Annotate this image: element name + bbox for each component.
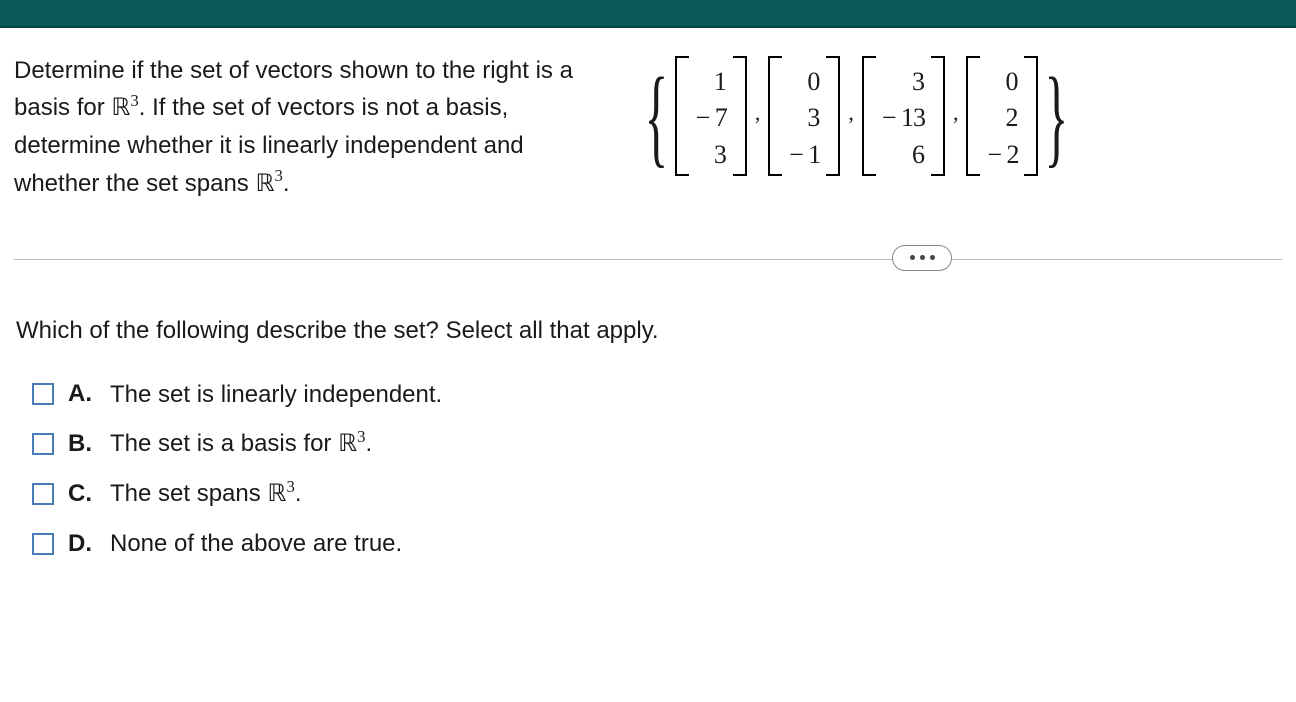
vec-entry: − 7 — [695, 100, 727, 136]
vec-entry: 3 — [788, 100, 820, 136]
option-label: D. — [68, 530, 96, 558]
option-b: B. The set is a basis for ℝ3. — [32, 428, 1282, 460]
vec-entry: 1 — [695, 64, 727, 100]
option-label: A. — [68, 380, 96, 408]
vec-entry: 0 — [788, 64, 820, 100]
vec-entry: 3 — [882, 64, 925, 100]
vector-3: 3 − 13 6 — [862, 56, 945, 176]
ellipsis-icon — [930, 255, 935, 260]
more-button[interactable] — [892, 245, 952, 271]
top-bar — [0, 0, 1296, 28]
prompt-line-4b: . — [283, 170, 290, 197]
prompt-line-1: Determine if the set of vectors shown to… — [14, 57, 573, 84]
prompt-line-2b: . If the set of vectors is not a basis, — [139, 94, 509, 121]
prompt-line-4a: whether the set spans — [14, 170, 255, 197]
vec-entry: 2 — [986, 100, 1018, 136]
checkbox-b[interactable] — [32, 433, 54, 455]
comma: , — [753, 100, 763, 132]
comma: , — [846, 100, 856, 132]
r3-symbol: ℝ3 — [255, 171, 282, 197]
left-brace: { — [645, 72, 669, 160]
option-a: A. The set is linearly independent. — [32, 379, 1282, 410]
option-label: C. — [68, 480, 96, 508]
problem-row: Determine if the set of vectors shown to… — [14, 52, 1282, 203]
option-label: B. — [68, 430, 96, 458]
prompt-line-3: determine whether it is linearly indepen… — [14, 132, 524, 159]
content-area: Determine if the set of vectors shown to… — [0, 28, 1296, 560]
option-c: C. The set spans ℝ3. — [32, 478, 1282, 510]
vector-1: 1 − 7 3 — [675, 56, 747, 176]
ellipsis-icon — [920, 255, 925, 260]
comma: , — [951, 100, 961, 132]
prompt-line-2a: basis for — [14, 94, 111, 121]
option-text: The set is linearly independent. — [110, 379, 442, 410]
right-brace: } — [1045, 72, 1069, 160]
checkbox-d[interactable] — [32, 533, 54, 555]
option-d: D. None of the above are true. — [32, 528, 1282, 559]
checkbox-a[interactable] — [32, 383, 54, 405]
question-text: Which of the following describe the set?… — [14, 317, 1282, 345]
ellipsis-icon — [910, 255, 915, 260]
vec-entry: 3 — [695, 137, 727, 173]
vec-entry: − 13 — [882, 100, 925, 136]
vector-2: 0 3 − 1 — [768, 56, 840, 176]
option-text: The set spans ℝ3. — [110, 478, 302, 510]
vec-entry: − 2 — [986, 137, 1018, 173]
vector-4: 0 2 − 2 — [966, 56, 1038, 176]
vec-entry: 0 — [986, 64, 1018, 100]
r3-symbol: ℝ3 — [111, 95, 138, 121]
options-list: A. The set is linearly independent. B. T… — [14, 379, 1282, 560]
vector-set: { 1 − 7 3 , 0 3 − 1 , — [644, 52, 1069, 176]
option-text: The set is a basis for ℝ3. — [110, 428, 372, 460]
checkbox-c[interactable] — [32, 483, 54, 505]
problem-prompt: Determine if the set of vectors shown to… — [14, 52, 604, 203]
vec-entry: − 1 — [788, 137, 820, 173]
option-text: None of the above are true. — [110, 528, 402, 559]
vec-entry: 6 — [882, 137, 925, 173]
divider-line — [14, 259, 1282, 260]
